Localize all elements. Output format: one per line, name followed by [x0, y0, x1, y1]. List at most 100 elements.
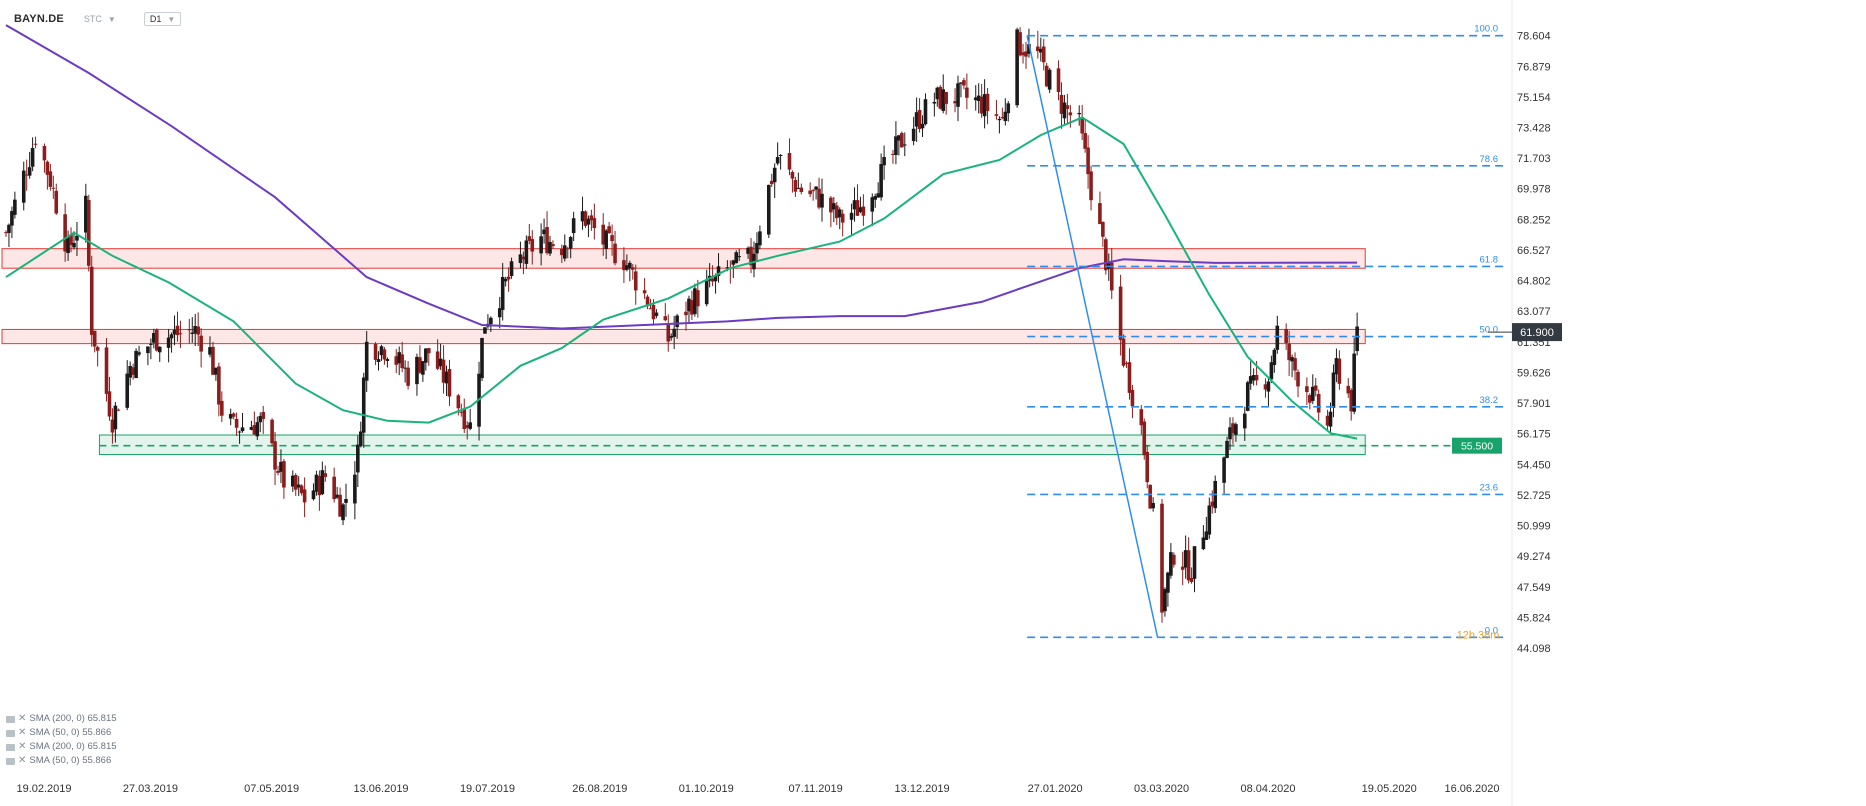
y-tick-label: 75.154	[1517, 92, 1551, 104]
candle-body	[441, 359, 446, 383]
candle-body	[959, 82, 963, 84]
candle-body	[1047, 69, 1052, 90]
y-tick-label: 78.604	[1517, 31, 1551, 43]
eye-icon[interactable]	[6, 757, 15, 765]
timeframe-select[interactable]: D1 ▼	[143, 12, 182, 26]
candle-body	[796, 187, 801, 189]
x-tick-label: 03.03.2020	[1134, 783, 1189, 795]
candle-body	[1145, 451, 1150, 483]
candle-body	[1186, 550, 1191, 581]
candle-body	[270, 419, 274, 444]
candle-body	[713, 275, 718, 282]
candle-body	[506, 276, 511, 280]
candle-body	[1172, 554, 1176, 565]
x-tick-label: 27.01.2020	[1028, 783, 1083, 795]
candle-body	[911, 128, 916, 142]
eye-icon[interactable]	[6, 743, 15, 751]
candle-body	[1349, 390, 1354, 412]
candle-body	[521, 256, 526, 260]
candle-body	[311, 490, 316, 500]
candle-body	[1083, 133, 1087, 149]
candle-body	[625, 265, 629, 270]
close-icon[interactable]: ✕	[18, 741, 27, 752]
candle-body	[923, 99, 928, 125]
candle-body	[157, 346, 162, 353]
candle-body	[1127, 362, 1132, 393]
candle-body	[1201, 537, 1206, 550]
close-icon[interactable]: ✕	[18, 713, 27, 724]
candle-body	[1293, 358, 1297, 371]
candle-body	[358, 431, 363, 447]
candle-body	[731, 260, 736, 265]
candle-body	[1041, 46, 1046, 63]
candle-body	[341, 504, 345, 521]
candle-body	[944, 91, 948, 104]
candle-body	[1036, 46, 1040, 52]
candle-body	[116, 409, 121, 411]
candle-body	[675, 315, 679, 328]
candle-body	[258, 415, 263, 423]
symbol-label: BAYN.DE	[14, 13, 64, 25]
candle-body	[530, 239, 535, 252]
candle-body	[586, 218, 591, 225]
candle-body	[891, 153, 895, 155]
close-icon[interactable]: ✕	[18, 727, 27, 738]
candle-body	[873, 196, 878, 200]
candle-body	[1263, 384, 1268, 390]
fib-level-label: 78.6	[1480, 154, 1499, 165]
candle-body	[902, 144, 907, 146]
candle-body	[560, 249, 564, 256]
candle-body	[1228, 427, 1232, 440]
candle-body	[1251, 375, 1256, 381]
x-tick-label: 16.06.2020	[1444, 783, 1499, 795]
candle-body	[332, 476, 336, 500]
candle-body	[894, 136, 898, 156]
y-tick-label: 76.879	[1517, 61, 1551, 73]
candle-body	[45, 161, 50, 175]
x-tick-label: 07.11.2019	[789, 783, 843, 795]
candle-body	[817, 188, 821, 208]
candle-body	[240, 427, 245, 432]
candle-body	[1290, 357, 1294, 362]
candle-body	[870, 197, 875, 212]
candle-body	[601, 224, 606, 245]
candle-body	[424, 348, 428, 363]
candle-body	[483, 327, 487, 334]
eye-icon[interactable]	[6, 715, 15, 723]
close-icon[interactable]: ✕	[18, 755, 27, 766]
legend-item[interactable]: ✕ SMA (50, 0) 55.866	[6, 754, 117, 768]
candle-body	[382, 349, 387, 360]
candle-body	[66, 237, 70, 254]
legend-item[interactable]: ✕ SMA (50, 0) 55.866	[6, 726, 117, 740]
candle-body	[539, 236, 543, 254]
candle-body	[234, 418, 239, 428]
candle-body	[962, 80, 966, 86]
candle-body	[356, 444, 360, 473]
candle-body	[518, 254, 523, 264]
candle-body	[376, 359, 381, 363]
chevron-down-icon[interactable]: ▼	[107, 14, 116, 24]
candle-body	[622, 260, 626, 271]
candle-body	[855, 200, 860, 216]
legend-item[interactable]: ✕ SMA (200, 0) 65.815	[6, 740, 117, 754]
candle-body	[861, 206, 866, 216]
legend-item-label: SMA (50, 0) 55.866	[29, 727, 112, 738]
candle-body	[1245, 382, 1250, 411]
candle-body	[551, 244, 555, 247]
candle-body	[1346, 385, 1351, 394]
candle-body	[196, 326, 200, 335]
eye-icon[interactable]	[6, 729, 15, 737]
candle-body	[1207, 505, 1212, 535]
candle-body	[459, 411, 464, 413]
x-tick-label: 07.05.2019	[244, 783, 299, 795]
candle-body	[589, 215, 594, 221]
fib-level-label: 23.6	[1480, 482, 1499, 493]
candle-body	[979, 96, 984, 114]
legend-item[interactable]: ✕ SMA (200, 0) 65.815	[6, 712, 117, 726]
candle-body	[710, 278, 715, 282]
candle-body	[95, 347, 100, 351]
y-tick-label: 52.725	[1517, 490, 1551, 502]
candle-body	[237, 431, 242, 433]
zones-layer	[1, 248, 1478, 456]
